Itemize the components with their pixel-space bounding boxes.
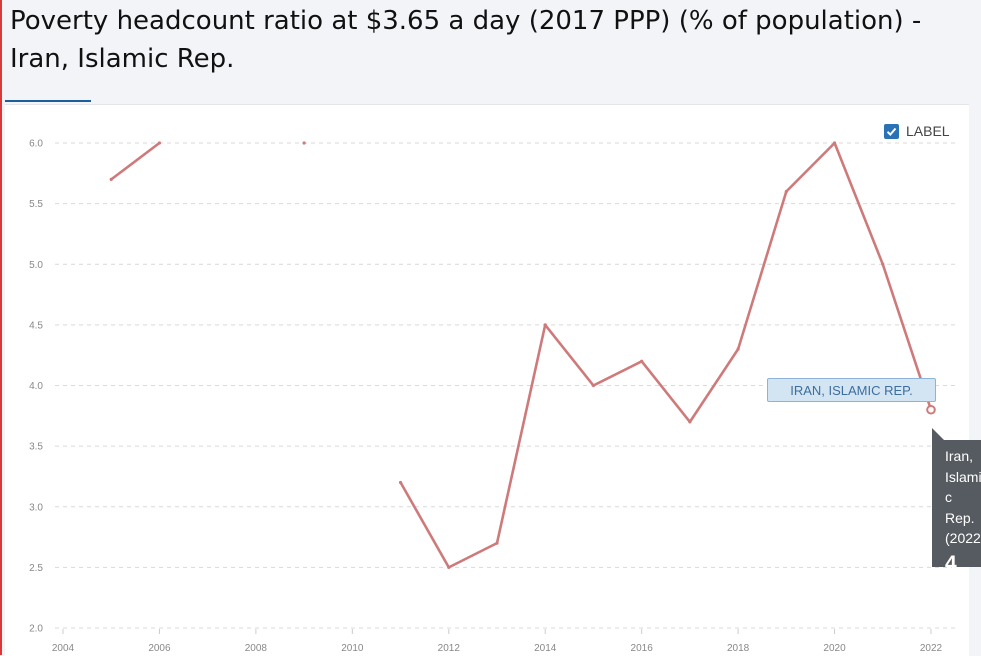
x-tick-label: 2010 — [341, 643, 364, 654]
label-toggle-text: LABEL — [906, 123, 950, 139]
active-tab-indicator — [5, 100, 91, 102]
y-tick-label: 4.0 — [29, 381, 43, 392]
data-point[interactable] — [591, 383, 596, 388]
x-axis-ticks: 2004 2006 2008 2010 2012 2014 2016 2018 2020 2022 — [52, 629, 943, 654]
x-tick-label: 2022 — [920, 643, 943, 654]
highlighted-data-point[interactable] — [926, 404, 936, 415]
x-tick-label: 2004 — [52, 643, 75, 654]
x-tick-label: 2006 — [148, 643, 171, 654]
series-label-tag[interactable]: IRAN, ISLAMIC REP. — [767, 378, 936, 402]
data-point[interactable] — [398, 480, 403, 485]
data-point[interactable] — [640, 359, 644, 363]
data-point[interactable] — [157, 141, 162, 145]
data-point[interactable] — [447, 565, 451, 569]
tooltip-value: 4 — [945, 551, 957, 575]
data-tooltip: Iran, Islamic Rep. (2022 4 — [932, 440, 981, 575]
tooltip-pointer — [932, 428, 944, 440]
y-tick-label: 4.5 — [29, 320, 43, 331]
x-tick-label: 2016 — [631, 643, 654, 654]
y-tick-label: 2.0 — [29, 624, 43, 635]
x-tick-label: 2008 — [245, 643, 268, 654]
data-point[interactable] — [688, 420, 692, 424]
y-axis-ticks: 2.0 2.5 3.0 3.5 4.0 4.5 5.0 5.5 6.0 — [29, 139, 43, 635]
line-chart: 2.0 2.5 3.0 3.5 4.0 4.5 5.0 5.5 6.0 2004 2006 2008… — [29, 139, 957, 654]
data-point[interactable] — [736, 347, 740, 351]
data-point[interactable] — [495, 541, 499, 545]
data-point[interactable] — [784, 189, 788, 194]
tooltip-country: Iran, Islamic Rep. — [945, 448, 981, 526]
y-tick-label: 5.5 — [29, 199, 43, 210]
x-tick-label: 2014 — [534, 643, 557, 654]
x-tick-label: 2020 — [823, 643, 846, 654]
x-tick-label: 2018 — [727, 643, 750, 654]
data-point[interactable] — [302, 141, 306, 145]
y-tick-label: 2.5 — [29, 563, 43, 574]
label-toggle[interactable]: LABEL — [884, 122, 950, 140]
data-point[interactable] — [543, 323, 547, 327]
x-tick-label: 2012 — [438, 643, 461, 654]
left-accent-border — [0, 0, 2, 655]
data-point[interactable] — [109, 177, 113, 181]
y-tick-label: 3.5 — [29, 442, 43, 453]
series-line-segment — [399, 141, 933, 569]
data-point[interactable] — [832, 141, 837, 145]
label-checkbox[interactable] — [884, 123, 899, 139]
checkmark-icon — [886, 127, 897, 136]
series-lines — [110, 141, 933, 569]
y-tick-label: 6.0 — [29, 139, 43, 150]
page-title: Poverty headcount ratio at $3.65 a day (… — [10, 6, 922, 74]
series-points — [109, 141, 936, 569]
data-point[interactable] — [881, 262, 885, 266]
y-tick-label: 5.0 — [29, 260, 43, 271]
tooltip-year: (2022 — [945, 530, 981, 546]
y-tick-label: 3.0 — [29, 502, 43, 513]
series-line-segment — [110, 141, 161, 181]
